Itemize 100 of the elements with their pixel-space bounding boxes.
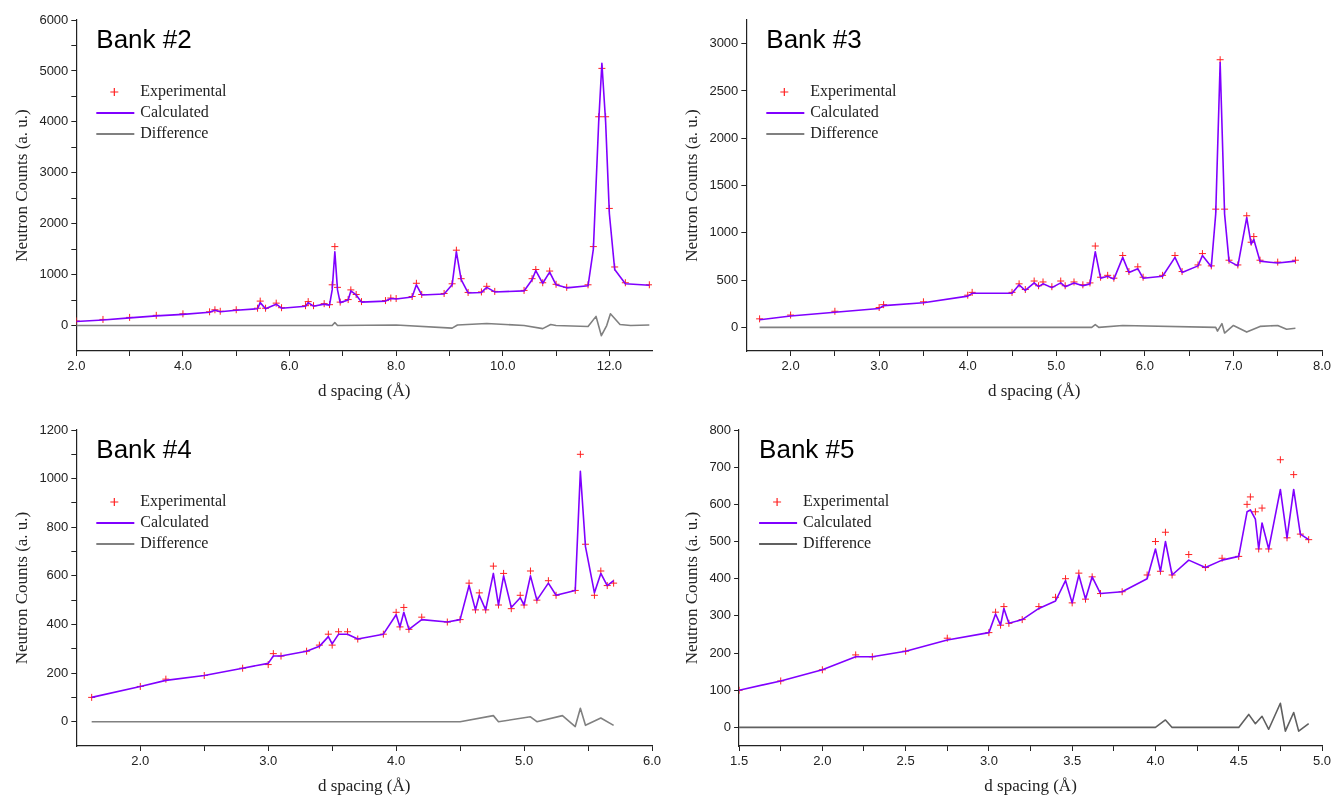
legend-label: Experimental xyxy=(810,82,898,101)
legend-label: Difference xyxy=(140,124,209,142)
x-tick-label: 6.0 xyxy=(1135,358,1154,374)
x-tick-label: 1.5 xyxy=(730,753,749,769)
x-tick-label: 2.0 xyxy=(813,753,832,769)
point xyxy=(386,294,395,303)
point xyxy=(1161,528,1170,537)
y-tick-label: 500 xyxy=(716,271,739,287)
point xyxy=(755,314,764,323)
point xyxy=(399,603,408,612)
y-axis-title: Neutron Counts (a. u.) xyxy=(681,109,701,262)
chart-title: Bank #5 xyxy=(759,434,855,465)
y-tick-label: 400 xyxy=(46,616,69,632)
legend-label: Calculated xyxy=(140,103,209,121)
point xyxy=(1216,55,1225,64)
point xyxy=(1184,550,1193,559)
chart-title: Bank #4 xyxy=(96,434,192,465)
point xyxy=(1251,507,1260,516)
y-tick-label: 1000 xyxy=(39,470,69,486)
y-tick-label: 800 xyxy=(709,421,732,437)
legend-label: Calculated xyxy=(810,103,879,121)
x-tick-label: 2.5 xyxy=(896,753,915,769)
y-tick-label: 3000 xyxy=(709,35,739,51)
point xyxy=(1070,277,1079,286)
y-tick-label: 1000 xyxy=(709,224,739,240)
x-tick-label: 4.0 xyxy=(958,358,977,374)
x-tick-label: 2.0 xyxy=(67,358,86,374)
y-tick-label: 600 xyxy=(46,567,69,583)
x-tick-label: 4.5 xyxy=(1229,753,1248,769)
point xyxy=(1039,277,1048,286)
x-tick-label: 10.0 xyxy=(490,358,516,374)
x-tick-label: 8.0 xyxy=(387,358,406,374)
point xyxy=(576,450,585,459)
y-tick-label: 200 xyxy=(46,664,69,680)
x-tick-label: 8.0 xyxy=(1312,358,1332,374)
x-axis-title: d spacing (Å) xyxy=(317,776,411,796)
y-tick-label: 200 xyxy=(709,644,732,660)
point xyxy=(1276,455,1285,464)
point xyxy=(830,307,839,316)
x-tick-label: 3.0 xyxy=(979,753,998,769)
x-tick-label: 5.0 xyxy=(1312,753,1332,769)
x-tick-label: 3.0 xyxy=(259,753,278,769)
y-tick-label: 1000 xyxy=(39,266,69,282)
point xyxy=(1008,288,1017,297)
x-tick-label: 4.0 xyxy=(173,358,192,374)
legend-label: Difference xyxy=(803,534,872,552)
y-tick-label: 4000 xyxy=(39,113,69,129)
x-axis-title: d spacing (Å) xyxy=(317,381,411,401)
point xyxy=(475,588,484,597)
legend-label: Difference xyxy=(810,124,879,142)
legend-label: Calculated xyxy=(140,513,209,531)
point xyxy=(161,675,170,684)
point xyxy=(851,650,860,659)
point xyxy=(1143,570,1152,579)
point xyxy=(1243,500,1252,509)
point xyxy=(404,625,413,634)
x-axis-title: d spacing (Å) xyxy=(987,381,1081,401)
legend-label: Calculated xyxy=(803,513,872,531)
legend-label: Experimental xyxy=(140,492,228,511)
point xyxy=(1168,570,1177,579)
point xyxy=(609,579,618,588)
x-tick-label: 2.0 xyxy=(781,358,800,374)
point xyxy=(1091,242,1100,251)
y-tick-label: 800 xyxy=(46,518,69,534)
x-tick-label: 6.0 xyxy=(642,753,662,769)
point xyxy=(1034,602,1043,611)
chart-title: Bank #3 xyxy=(766,24,862,55)
y-tick-label: 400 xyxy=(709,570,732,586)
y-tick-label: 0 xyxy=(731,318,739,334)
x-tick-label: 5.0 xyxy=(1047,358,1066,374)
x-tick-label: 7.0 xyxy=(1224,358,1243,374)
legend-label: Experimental xyxy=(140,82,228,101)
point xyxy=(1151,537,1160,546)
y-tick-label: 2500 xyxy=(709,82,739,98)
chart-title: Bank #2 xyxy=(96,24,192,55)
point xyxy=(1030,277,1039,286)
x-axis-title: d spacing (Å) xyxy=(984,776,1077,796)
y-tick-label: 2000 xyxy=(39,215,69,231)
point xyxy=(552,280,561,289)
y-tick-label: 300 xyxy=(709,607,732,623)
point xyxy=(520,601,529,610)
y-tick-label: 5000 xyxy=(39,62,69,78)
x-tick-label: 6.0 xyxy=(280,358,299,374)
legend-label: Experimental xyxy=(803,492,890,511)
y-tick-label: 0 xyxy=(61,713,69,729)
point xyxy=(1015,279,1024,288)
point xyxy=(1194,260,1203,269)
y-tick-label: 3000 xyxy=(39,164,69,180)
point xyxy=(545,267,554,276)
x-tick-label: 3.5 xyxy=(1063,753,1082,769)
x-tick-label: 3.0 xyxy=(870,358,889,374)
point xyxy=(330,242,339,251)
y-tick-label: 100 xyxy=(709,681,732,697)
y-axis-title: Neutron Counts (a. u.) xyxy=(681,511,701,665)
point xyxy=(526,566,535,575)
y-axis-title: Neutron Counts (a. u.) xyxy=(11,511,31,665)
y-tick-label: 2000 xyxy=(709,129,739,145)
point xyxy=(1296,530,1305,539)
x-tick-label: 4.0 xyxy=(1146,753,1165,769)
legend-label: Difference xyxy=(140,534,209,552)
